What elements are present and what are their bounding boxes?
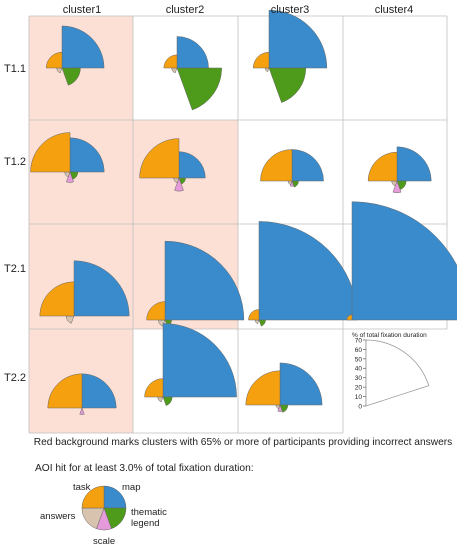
row-header-t2-2: T2.2 [4,372,26,384]
row-header-t1-1: T1.1 [4,63,26,75]
sector-scale [79,407,85,415]
sector-map [396,146,432,182]
sector-task [47,373,83,409]
scale-reference-title: % of total fixation duration [352,332,427,339]
sector-scale [392,180,402,194]
sector-map [176,36,209,69]
sector-thematic-legend [61,67,81,86]
caption: Red background marks clusters with 65% o… [34,437,452,448]
legend-swatch-map [103,485,127,509]
sector-map [178,151,206,179]
legend: AOI hit for at least 3.0% of total fixat… [35,463,254,547]
sector-map [81,373,117,409]
sector-task [45,51,63,69]
scale-tick-label: 70 [355,337,363,344]
legend-label-scale: scale [93,536,115,547]
scale-tick-label: 50 [355,356,363,363]
sector-task [252,51,270,69]
column-header-cluster2: cluster2 [166,4,205,16]
sector-map [73,260,130,317]
sector-map [164,240,245,321]
polar-glyph-T2.1-cluster3 [248,221,358,327]
sector-map [351,201,457,321]
scale-tick-label: 30 [355,375,363,382]
sector-task [163,54,178,69]
cell-background-T1.1-cluster4 [343,16,447,120]
sector-map [268,9,328,69]
sector-map [162,323,237,398]
sector-thematic-legend [176,67,222,111]
sector-scale [66,171,74,183]
polar-glyph-T1.2-cluster4 [367,146,432,194]
row-header-t2-1: T2.1 [4,263,26,275]
polar-glyph-T2.2-cluster1 [47,373,117,415]
polar-glyph-T1.1-cluster3 [252,9,328,103]
legend-label-thematic-legend: thematic legend [131,507,170,529]
sector-task [245,370,281,406]
polar-glyph-T1.2-cluster3 [260,149,324,188]
polar-glyph-T2.1-cluster4 [346,201,457,321]
sector-scale [289,180,295,187]
column-header-cluster4: cluster4 [375,4,414,16]
sector-scale [277,404,283,412]
legend-label-answers: answers [40,511,76,522]
scale-reference: % of total fixation duration 0 10 20 30 40 50… [352,332,430,410]
legend-title: AOI hit for at least 3.0% of total fixat… [35,463,254,474]
polar-glyph-T1.1-cluster2 [163,36,222,111]
polar-glyph-T2.1-cluster2 [146,240,245,327]
legend-label-task: task [73,482,91,493]
column-header-cluster1: cluster1 [63,4,102,16]
sector-task [367,151,398,182]
sector-thematic-legend [279,404,289,413]
sector-task [39,281,75,317]
legend-label-map: map [122,482,140,493]
sector-map [291,149,324,182]
polar-glyph-T2.2-cluster2 [144,323,237,406]
sector-map [279,362,323,406]
sector-task [139,138,180,179]
polar-glyph-T2.2-cluster3 [245,362,323,413]
scale-tick-label: 20 [355,385,363,392]
polar-glyph-T1.1-cluster1 [45,25,105,86]
row-header-t1-2: T1.2 [4,156,26,168]
polar-glyph-T1.2-cluster1 [30,132,105,183]
sector-thematic-legend [258,319,266,327]
sector-map [61,25,105,69]
sector-map [69,137,105,173]
sector-task [30,132,71,173]
polar-glyph-T2.1-cluster1 [39,260,130,324]
scale-tick-label: 0 [358,403,362,410]
scale-tick-label: 10 [355,394,363,401]
sector-task [144,378,164,398]
scale-tick-label: 40 [355,366,363,373]
sector-scale [174,177,184,192]
legend-swatch-task [81,485,105,509]
sector-task [146,301,166,321]
sector-thematic-legend [268,67,307,103]
sector-task [346,314,353,321]
scale-reference-arc [365,339,430,407]
polar-glyph-T1.2-cluster2 [139,138,206,192]
sector-thematic-legend [291,180,299,188]
sector-task [260,149,293,182]
sector-thematic-legend [162,396,173,406]
column-header-cluster3: cluster3 [271,4,310,16]
sector-task [248,309,260,321]
scale-tick-label: 60 [355,347,363,354]
